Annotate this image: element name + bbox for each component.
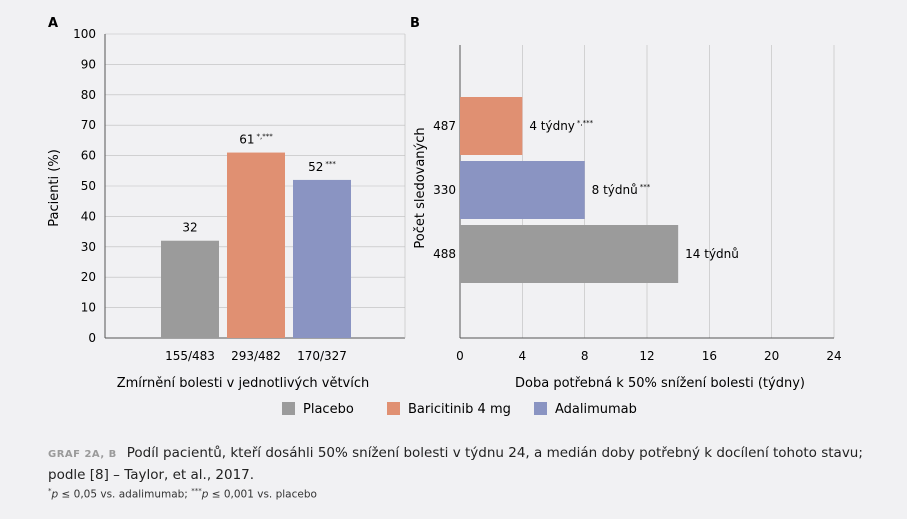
- legend-swatch: [387, 402, 400, 415]
- panel-b-x-tick-label: 16: [702, 349, 717, 363]
- legend-label: Baricitinib 4 mg: [408, 402, 511, 417]
- panel-a-label: A: [48, 16, 58, 31]
- panel-a: A Pacienti (%) Zmírnění bolesti v jednot…: [47, 16, 406, 391]
- panel-a-y-tick-label: 30: [81, 240, 96, 254]
- panel-a-bar: [293, 179, 351, 338]
- panel-a-value-label: 52 ***: [308, 160, 336, 174]
- panel-b-y-axis-label: Počet sledovaných: [413, 127, 428, 248]
- panel-a-y-tick-label: 90: [81, 57, 96, 71]
- figure-caption: GRAF 2A, B Podíl pacientů, kteří dosáhli …: [48, 443, 868, 485]
- panel-a-y-tick-label: 0: [88, 331, 96, 345]
- panel-b: B Počet sledovaných Doba potřebná k 50% …: [410, 16, 842, 391]
- panel-a-value-label: 32: [182, 221, 197, 235]
- panel-b-category-label: 330: [433, 183, 456, 197]
- legend-label: Placebo: [303, 402, 354, 417]
- legend-swatch: [282, 402, 295, 415]
- panel-b-x-tick-label: 12: [639, 349, 654, 363]
- legend-label: Adalimumab: [555, 402, 637, 417]
- panel-b-value-label: 14 týdnů: [685, 247, 739, 261]
- footnote: *p ≤ 0,05 vs. adalimumab; ***p ≤ 0,001 v…: [48, 487, 317, 501]
- footnote-text-2: ≤ 0,001 vs. placebo: [208, 488, 317, 501]
- caption-tag: GRAF 2A, B: [48, 449, 117, 460]
- legend-swatch: [534, 402, 547, 415]
- panel-a-y-tick-label: 60: [81, 149, 96, 163]
- legend: Placebo Baricitinib 4 mg Adalimumab: [282, 402, 637, 417]
- panel-b-x-tick-label: 0: [456, 349, 464, 363]
- footnote-mark-2: ***: [191, 487, 202, 495]
- footnote-mark-1: *: [48, 487, 52, 495]
- panel-a-value-label: 61 *,***: [239, 133, 273, 147]
- panel-b-bar: [460, 97, 523, 155]
- panel-b-x-tick-label: 20: [764, 349, 779, 363]
- panel-a-y-tick-label: 100: [73, 27, 96, 41]
- panel-a-bar: [227, 152, 285, 338]
- panel-b-bar: [460, 161, 585, 219]
- panel-b-category-label: 487: [433, 119, 456, 133]
- panel-b-x-tick-label: 24: [826, 349, 841, 363]
- panel-a-y-tick-label: 80: [81, 88, 96, 102]
- panel-b-x-tick-label: 8: [581, 349, 589, 363]
- panel-a-y-tick-label: 40: [81, 209, 96, 223]
- panel-a-x-axis-label: Zmírnění bolesti v jednotlivých větvích: [117, 376, 370, 391]
- panel-a-bar: [161, 240, 219, 338]
- panel-a-category-label: 170/327: [297, 349, 347, 363]
- panel-b-x-tick-label: 4: [519, 349, 527, 363]
- panel-b-value-label: 8 týdnů ***: [592, 183, 651, 197]
- panel-a-y-tick-label: 10: [81, 301, 96, 315]
- panel-b-category-label: 488: [433, 247, 456, 261]
- footnote-p-1: p: [51, 488, 59, 501]
- panel-a-category-label: 293/482: [231, 349, 281, 363]
- panel-b-bar: [460, 225, 679, 283]
- caption-text: Podíl pacientů, kteří dosáhli 50% snížen…: [48, 445, 863, 483]
- panel-a-y-axis-label: Pacienti (%): [47, 149, 62, 227]
- panel-a-y-tick-label: 70: [81, 118, 96, 132]
- panel-b-label: B: [410, 16, 420, 31]
- panel-a-category-label: 155/483: [165, 349, 215, 363]
- footnote-text-1: ≤ 0,05 vs. adalimumab;: [58, 488, 192, 501]
- panel-a-y-tick-label: 50: [81, 179, 96, 193]
- panel-b-value-label: 4 týdny *,***: [529, 119, 593, 133]
- panel-a-y-tick-label: 20: [81, 270, 96, 284]
- footnote-p-2: p: [201, 488, 209, 501]
- panel-b-x-axis-label: Doba potřebná k 50% snížení bolesti (týd…: [515, 376, 805, 391]
